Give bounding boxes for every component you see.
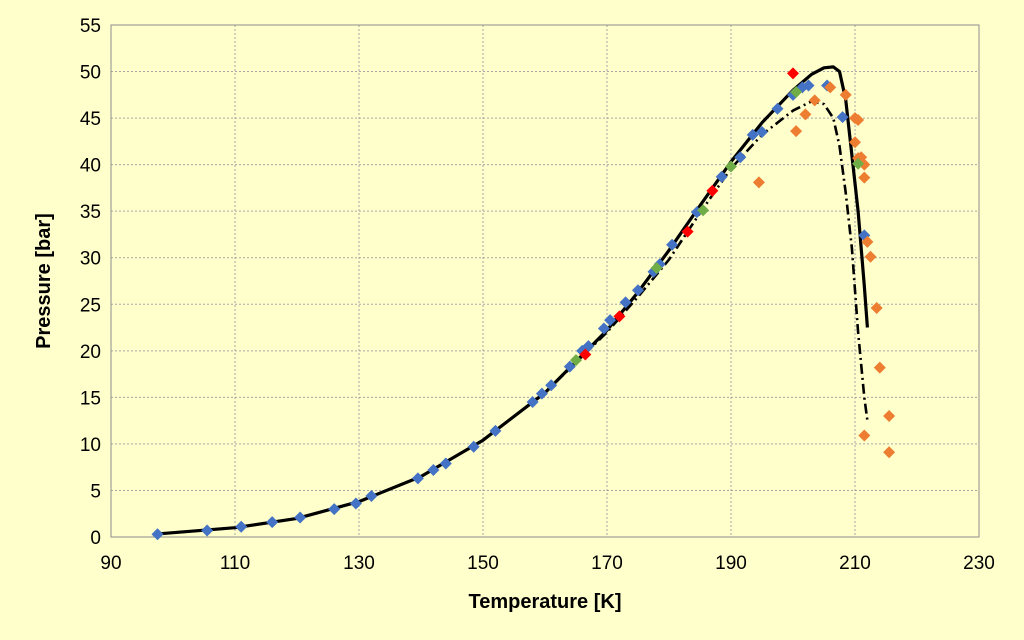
blue-data-point — [151, 528, 164, 541]
orange-data-point — [790, 125, 803, 138]
orange-data-point — [852, 113, 865, 126]
blue-data-point — [328, 503, 341, 516]
y-tick-label: 15 — [80, 388, 101, 409]
blue-data-point — [294, 511, 307, 524]
green-data-point — [852, 157, 865, 170]
blue-data-point — [201, 524, 214, 537]
y-tick-label: 45 — [80, 109, 101, 130]
green-data-point — [790, 86, 803, 99]
green-data-point — [725, 160, 737, 173]
x-tick-label: 190 — [715, 553, 747, 574]
x-tick-label: 130 — [343, 553, 375, 574]
blue-data-point — [802, 79, 815, 92]
plot-area-frame — [110, 24, 980, 538]
y-tick-label: 30 — [80, 249, 101, 270]
y-tick-label: 0 — [90, 528, 101, 549]
x-tick-label: 110 — [220, 553, 250, 574]
gridlines — [111, 25, 979, 537]
blue-data-point — [349, 497, 362, 510]
blue-data-point — [715, 170, 728, 183]
orange-data-point — [883, 409, 896, 422]
orange-data-point — [849, 136, 861, 149]
orange-data-point — [824, 81, 837, 94]
blue-data-point — [411, 472, 424, 485]
green-data-point — [650, 261, 663, 274]
blue-data-point — [604, 314, 617, 327]
blue-data-point — [746, 128, 759, 141]
blue-data-point — [235, 520, 248, 533]
y-tick-label: 40 — [80, 156, 101, 177]
blue-data-point — [597, 322, 610, 335]
blue-data-point — [535, 387, 548, 400]
x-tick-label: 150 — [467, 553, 499, 574]
red-data-point — [706, 184, 719, 197]
orange-data-point — [752, 176, 765, 189]
orange-data-point — [864, 250, 877, 263]
y-tick-label: 20 — [80, 342, 101, 363]
blue-data-point — [467, 440, 480, 453]
x-tick-label: 210 — [839, 553, 871, 574]
blue-data-point — [563, 360, 576, 373]
dash-dot-curve — [154, 100, 869, 536]
red-data-point — [613, 310, 626, 323]
data-points — [151, 67, 896, 541]
blue-data-point — [619, 296, 632, 309]
y-axis-title: Pressure [bar] — [33, 213, 55, 349]
x-tick-label: 170 — [591, 553, 623, 574]
blue-data-point — [756, 126, 768, 139]
y-tick-label: 10 — [80, 435, 101, 456]
y-tick-label: 50 — [80, 63, 101, 84]
x-tick-label: 90 — [100, 553, 121, 574]
red-data-point — [681, 225, 694, 238]
green-data-point — [570, 354, 582, 367]
blue-data-point — [526, 396, 539, 409]
blue-data-point — [836, 111, 849, 124]
blue-data-point — [489, 424, 502, 437]
blue-data-point — [427, 463, 440, 476]
y-tick-label: 35 — [80, 202, 101, 223]
orange-data-point — [808, 94, 821, 107]
y-tick-label: 55 — [80, 16, 101, 37]
blue-data-point — [771, 102, 784, 115]
red-data-point — [787, 67, 799, 80]
orange-data-point — [883, 446, 896, 459]
blue-data-point — [266, 516, 279, 529]
blue-data-point — [439, 457, 452, 470]
orange-data-point — [858, 171, 871, 184]
green-data-point — [697, 204, 710, 217]
y-tick-label: 25 — [80, 295, 101, 316]
x-tick-label: 230 — [963, 553, 995, 574]
orange-data-point — [839, 88, 852, 101]
orange-data-point — [870, 301, 883, 314]
tick-labels: 90 110 130 150 170 190 210 230 0 5 10 15 20 25 30 35 40 4… — [80, 16, 995, 574]
orange-data-point — [799, 108, 812, 121]
x-axis-title: Temperature [K] — [469, 591, 622, 613]
blue-data-point — [365, 490, 378, 503]
blue-data-point — [632, 284, 644, 297]
blue-data-point — [734, 151, 747, 164]
orange-data-point — [861, 235, 874, 248]
blue-data-point — [666, 238, 679, 251]
blue-data-point — [545, 379, 558, 392]
y-tick-label: 5 — [90, 481, 101, 502]
red-data-point — [579, 348, 592, 361]
orange-data-point — [873, 361, 886, 374]
orange-data-point — [858, 429, 871, 442]
